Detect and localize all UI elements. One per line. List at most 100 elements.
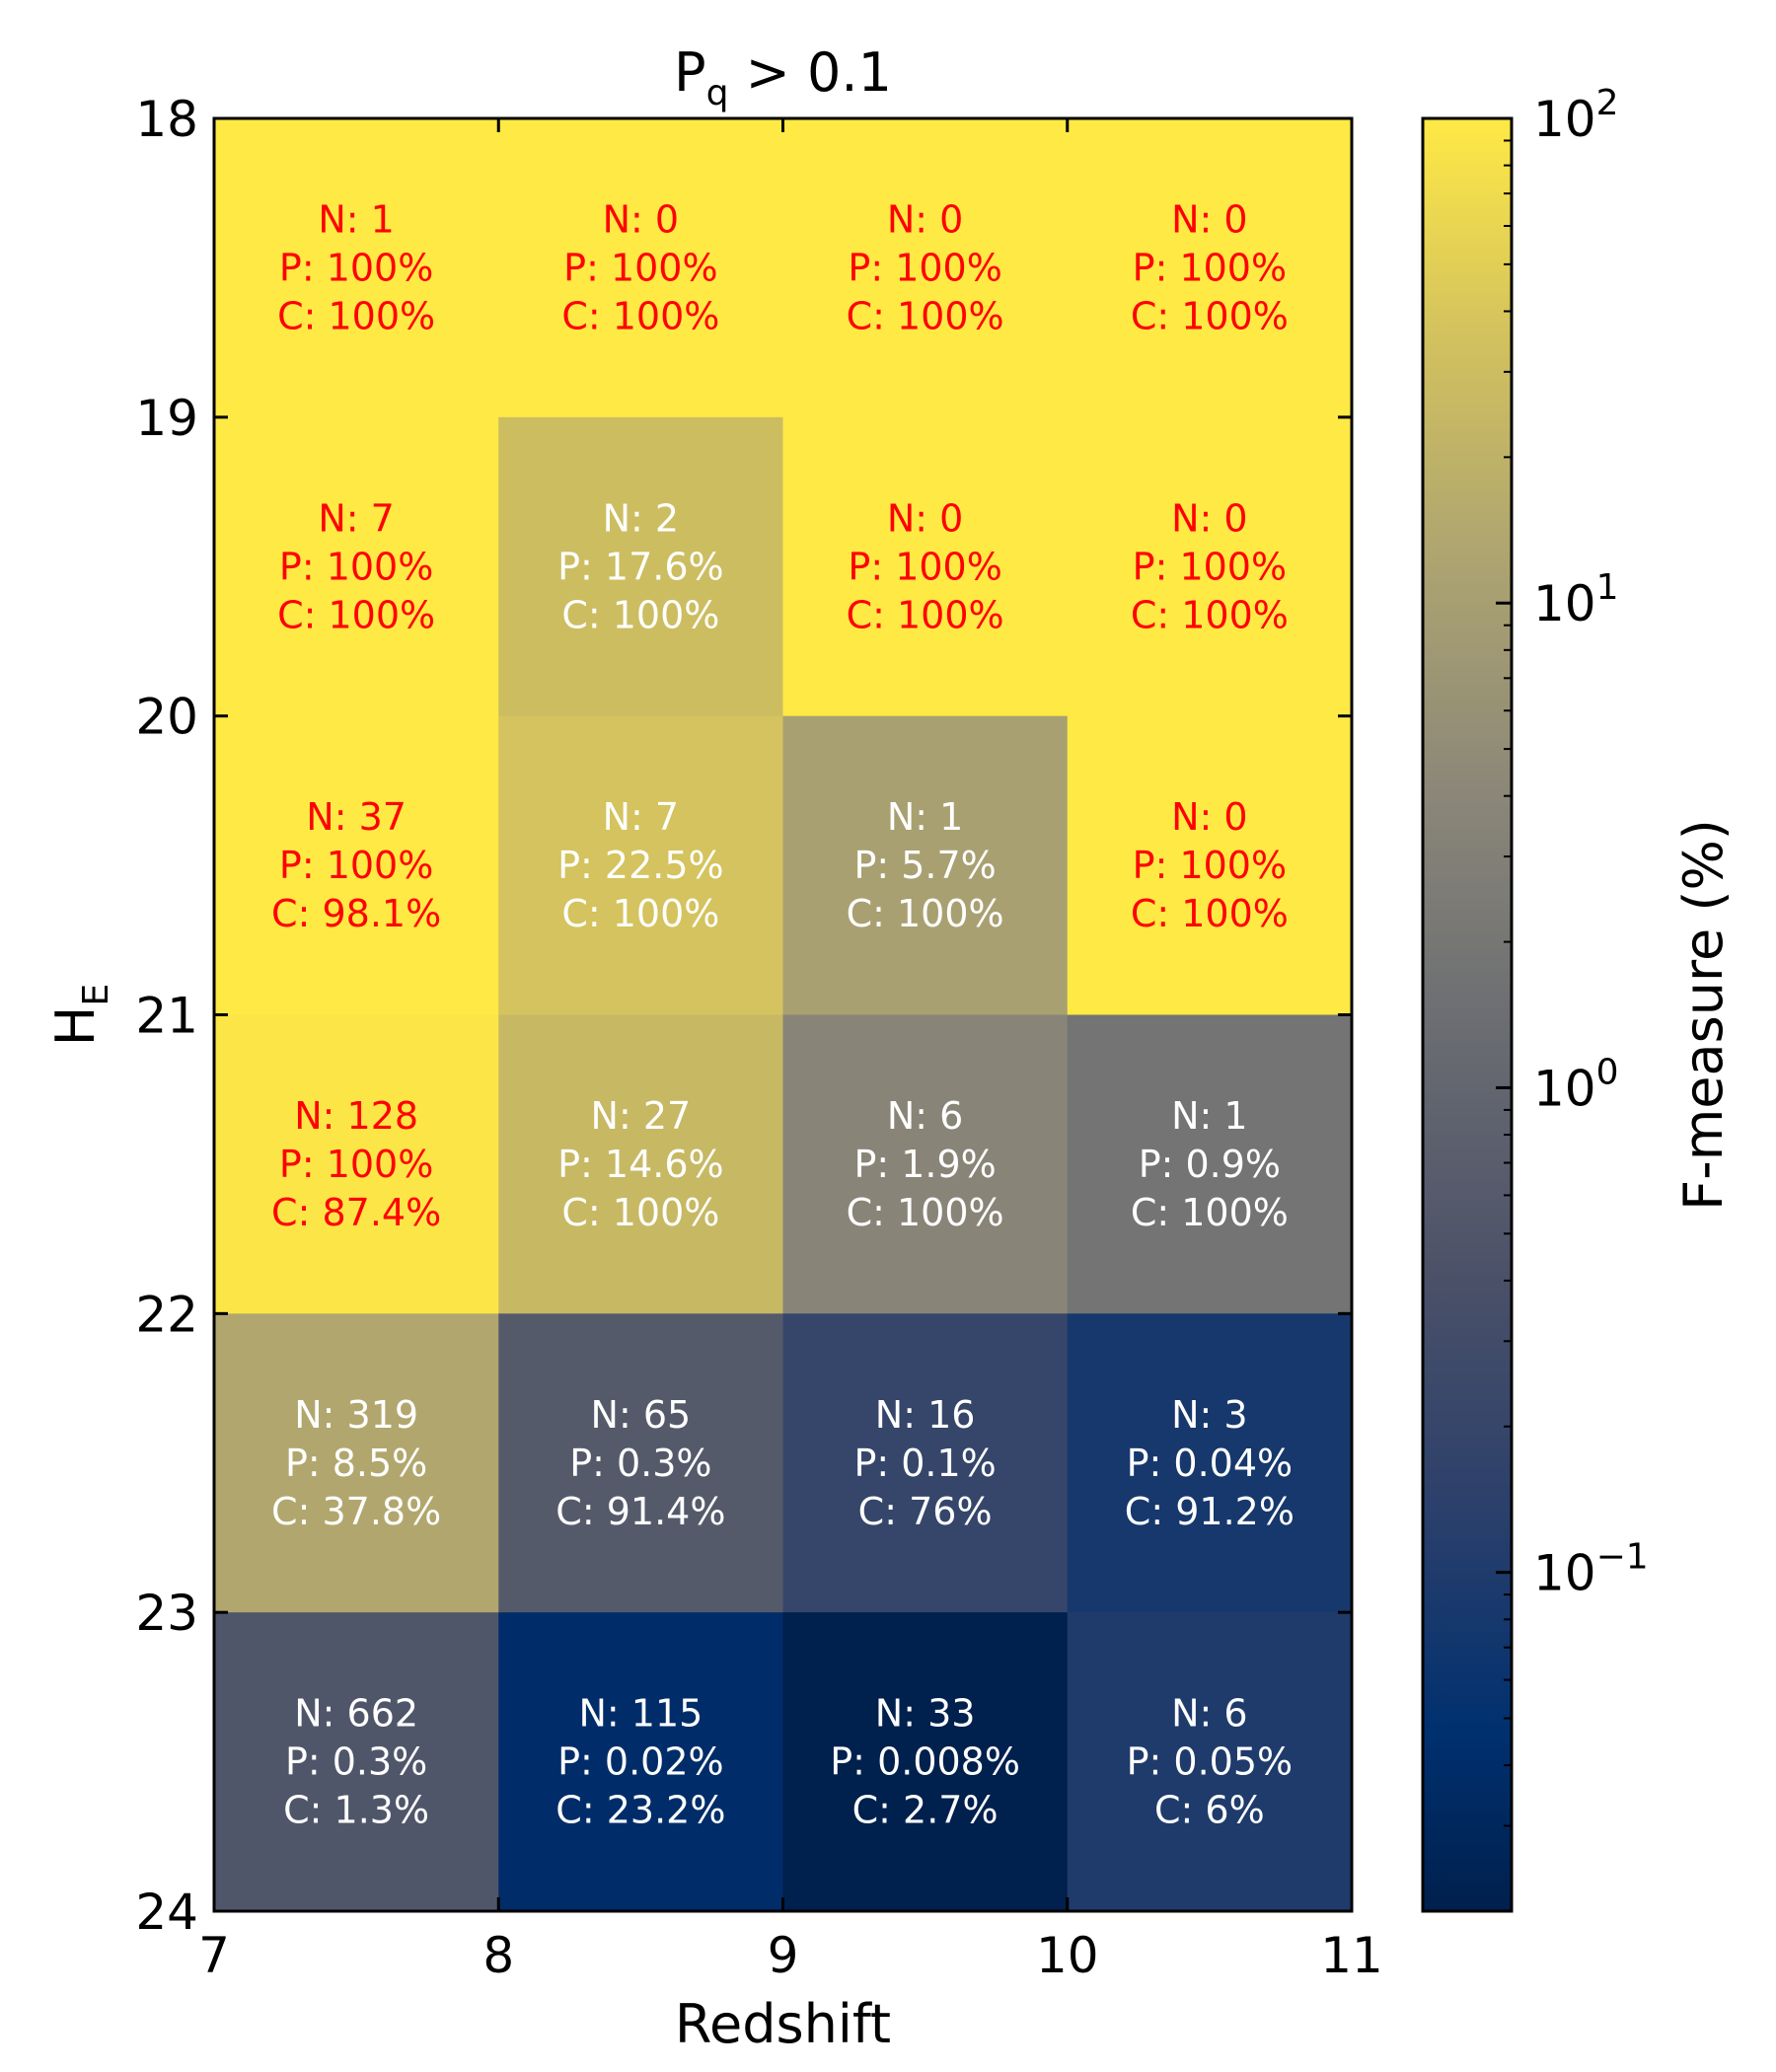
heatmap-cell-19 xyxy=(1067,1313,1353,1613)
heatmap-cell-9 xyxy=(498,715,783,1015)
cell-10-count-label: N: 1 xyxy=(887,795,963,839)
cell-21-count-label: N: 115 xyxy=(578,1692,703,1736)
heatmap-cell-7 xyxy=(1067,416,1353,717)
cell-16-precision-label: P: 8.5% xyxy=(285,1442,427,1485)
cell-18-precision-label: P: 0.1% xyxy=(853,1442,996,1485)
y-tick-label-2: 20 xyxy=(135,689,198,746)
cell-17-precision-label: P: 0.3% xyxy=(569,1442,711,1485)
x-tick-label-3: 10 xyxy=(1036,1927,1099,1984)
x-tick-label-1: 8 xyxy=(482,1927,514,1984)
colorbar-ticks: 102 101 100 10−1 xyxy=(1496,83,1649,1912)
cell-3-completeness-label: C: 100% xyxy=(1131,294,1289,337)
cell-8-completeness-label: C: 98.1% xyxy=(271,892,441,935)
heatmap-cell-labels: N: 1 P: 100% C: 100% N: 0 P: 100% C: 100% N: 0… xyxy=(271,197,1295,1831)
cell-22-count-label: N: 33 xyxy=(875,1692,976,1736)
cell-10-completeness-label: C: 100% xyxy=(847,892,1004,935)
cell-23-count-label: N: 6 xyxy=(1171,1692,1247,1736)
y-tick-label-3: 21 xyxy=(135,988,198,1045)
x-tick-label-4: 11 xyxy=(1320,1927,1383,1984)
cell-15-count-label: N: 1 xyxy=(1171,1094,1247,1138)
cell-19-count-label: N: 3 xyxy=(1171,1393,1247,1437)
cell-15-completeness-label: C: 100% xyxy=(1131,1191,1289,1234)
cell-23-completeness-label: C: 6% xyxy=(1154,1789,1265,1832)
cell-3-precision-label: P: 100% xyxy=(1133,246,1287,289)
cell-8-count-label: N: 37 xyxy=(306,795,407,839)
cell-14-completeness-label: C: 100% xyxy=(847,1191,1004,1234)
heatmap-cell-0 xyxy=(214,118,499,418)
cell-23-precision-label: P: 0.05% xyxy=(1127,1740,1294,1784)
heatmap-cell-1 xyxy=(498,118,783,418)
cell-20-completeness-label: C: 1.3% xyxy=(283,1789,429,1832)
cell-9-count-label: N: 7 xyxy=(603,795,679,839)
cell-21-precision-label: P: 0.02% xyxy=(557,1740,724,1784)
cell-4-count-label: N: 7 xyxy=(318,496,394,540)
heatmap-cell-14 xyxy=(782,1014,1069,1314)
axes: 7 8 9 10 11 18 19 20 21 22 23 24 xyxy=(135,91,1382,1984)
heatmap-cell-12 xyxy=(214,1014,499,1314)
cell-17-count-label: N: 65 xyxy=(591,1393,692,1437)
heatmap-cell-15 xyxy=(1067,1014,1353,1314)
heatmap-cell-6 xyxy=(782,416,1069,717)
cell-22-completeness-label: C: 2.7% xyxy=(852,1789,999,1832)
cell-19-completeness-label: C: 91.2% xyxy=(1125,1490,1295,1533)
heatmap-cell-17 xyxy=(498,1313,783,1613)
y-tick-label-0: 18 xyxy=(135,91,198,148)
cell-5-precision-label: P: 17.6% xyxy=(557,545,724,588)
chart-title: Pq > 0.1 xyxy=(674,41,892,113)
colorbar-label: F-measure (%) xyxy=(1672,819,1735,1211)
x-tick-label-0: 7 xyxy=(198,1927,230,1984)
cell-2-count-label: N: 0 xyxy=(887,197,963,241)
cell-8-precision-label: P: 100% xyxy=(279,844,433,887)
heatmap-cell-21 xyxy=(498,1612,783,1912)
heatmap-cell-2 xyxy=(782,118,1069,418)
cell-11-precision-label: P: 100% xyxy=(1133,844,1287,887)
heatmap-cell-3 xyxy=(1067,118,1353,418)
cell-12-completeness-label: C: 87.4% xyxy=(271,1191,441,1234)
heatmap-cell-23 xyxy=(1067,1612,1353,1912)
cell-16-count-label: N: 319 xyxy=(294,1393,418,1437)
cell-7-count-label: N: 0 xyxy=(1171,496,1247,540)
chart-title-sub: q xyxy=(706,73,729,113)
cell-1-completeness-label: C: 100% xyxy=(561,294,719,337)
cell-18-completeness-label: C: 76% xyxy=(858,1490,993,1533)
heatmap-cell-16 xyxy=(214,1313,499,1613)
cell-12-count-label: N: 128 xyxy=(294,1094,418,1138)
x-axis-label: Redshift xyxy=(675,1993,891,2055)
cell-4-completeness-label: C: 100% xyxy=(277,593,435,636)
cell-0-precision-label: P: 100% xyxy=(279,246,433,289)
cell-20-count-label: N: 662 xyxy=(294,1692,418,1736)
cell-13-precision-label: P: 14.6% xyxy=(557,1143,724,1186)
heatmap-cell-11 xyxy=(1067,715,1353,1015)
cell-7-completeness-label: C: 100% xyxy=(1131,593,1289,636)
x-tick-label-2: 9 xyxy=(768,1927,799,1984)
y-tick-label-6: 24 xyxy=(135,1884,198,1941)
y-tick-label-5: 23 xyxy=(135,1585,198,1642)
cell-13-completeness-label: C: 100% xyxy=(561,1191,719,1234)
cell-20-precision-label: P: 0.3% xyxy=(285,1740,427,1784)
y-tick-label-4: 22 xyxy=(135,1286,198,1343)
cell-2-completeness-label: C: 100% xyxy=(847,294,1004,337)
cell-21-completeness-label: C: 23.2% xyxy=(555,1789,725,1832)
cell-2-precision-label: P: 100% xyxy=(848,246,1001,289)
cell-17-completeness-label: C: 91.4% xyxy=(555,1490,725,1533)
y-axis-label-main: H xyxy=(44,1006,107,1047)
cell-22-precision-label: P: 0.008% xyxy=(830,1740,1020,1784)
cell-9-precision-label: P: 22.5% xyxy=(557,844,724,887)
cell-14-count-label: N: 6 xyxy=(887,1094,963,1138)
heatmap-cell-13 xyxy=(498,1014,783,1314)
chart-title-rest: > 0.1 xyxy=(728,41,891,104)
cell-0-completeness-label: C: 100% xyxy=(277,294,435,337)
cell-5-completeness-label: C: 100% xyxy=(561,593,719,636)
colorbar-tick-label-0: 102 xyxy=(1533,83,1619,148)
cell-13-count-label: N: 27 xyxy=(591,1094,692,1138)
y-axis-label-sub: E xyxy=(76,984,116,1006)
cell-18-count-label: N: 16 xyxy=(875,1393,976,1437)
heatmap-cell-4 xyxy=(214,416,499,717)
cell-7-precision-label: P: 100% xyxy=(1133,545,1287,588)
colorbar-tick-label-3: 10−1 xyxy=(1533,1537,1649,1602)
colorbar-gradient xyxy=(1421,116,1514,1913)
y-axis-label: HE xyxy=(44,984,116,1046)
heatmap-cell-22 xyxy=(782,1612,1069,1912)
heatmap-cell-5 xyxy=(498,416,783,717)
